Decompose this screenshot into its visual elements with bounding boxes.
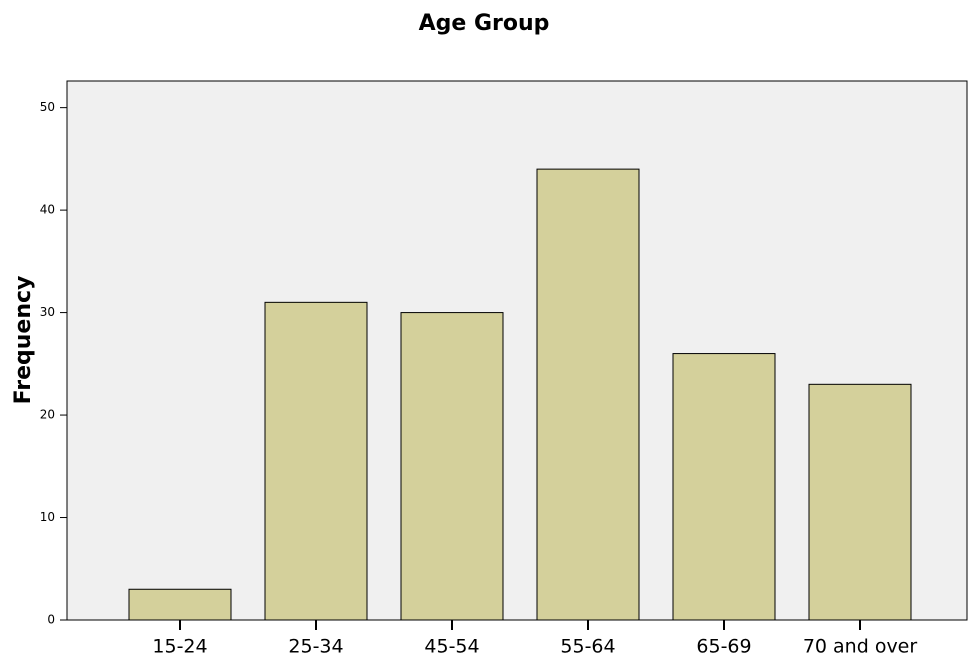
y-tick-label: 40 xyxy=(40,203,55,217)
chart-title: Age Group xyxy=(419,11,550,36)
bar xyxy=(128,588,232,621)
y-tick-label: 0 xyxy=(47,613,55,627)
y-tick-label: 30 xyxy=(40,305,55,319)
x-tick-label: 25-34 xyxy=(288,636,343,658)
x-tick-label: 70 and over xyxy=(803,636,918,658)
bar xyxy=(672,353,776,621)
bar xyxy=(808,383,912,621)
bar xyxy=(400,312,504,621)
x-tick-label: 65-69 xyxy=(696,636,751,658)
y-tick-label: 20 xyxy=(40,408,55,422)
y-axis-label: Frequency xyxy=(11,276,36,405)
bar xyxy=(536,168,640,621)
x-tick-label: 15-24 xyxy=(152,636,207,658)
x-tick-label: 45-54 xyxy=(424,636,479,658)
y-tick-label: 10 xyxy=(40,510,55,524)
x-tick-label: 55-64 xyxy=(560,636,615,658)
bar xyxy=(264,301,368,621)
y-tick-label: 50 xyxy=(40,100,55,114)
